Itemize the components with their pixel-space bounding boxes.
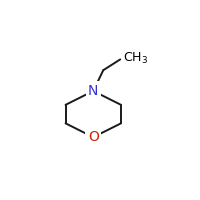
Text: CH$_3$: CH$_3$ bbox=[123, 51, 148, 66]
Text: N: N bbox=[88, 84, 98, 98]
Text: O: O bbox=[88, 130, 99, 144]
